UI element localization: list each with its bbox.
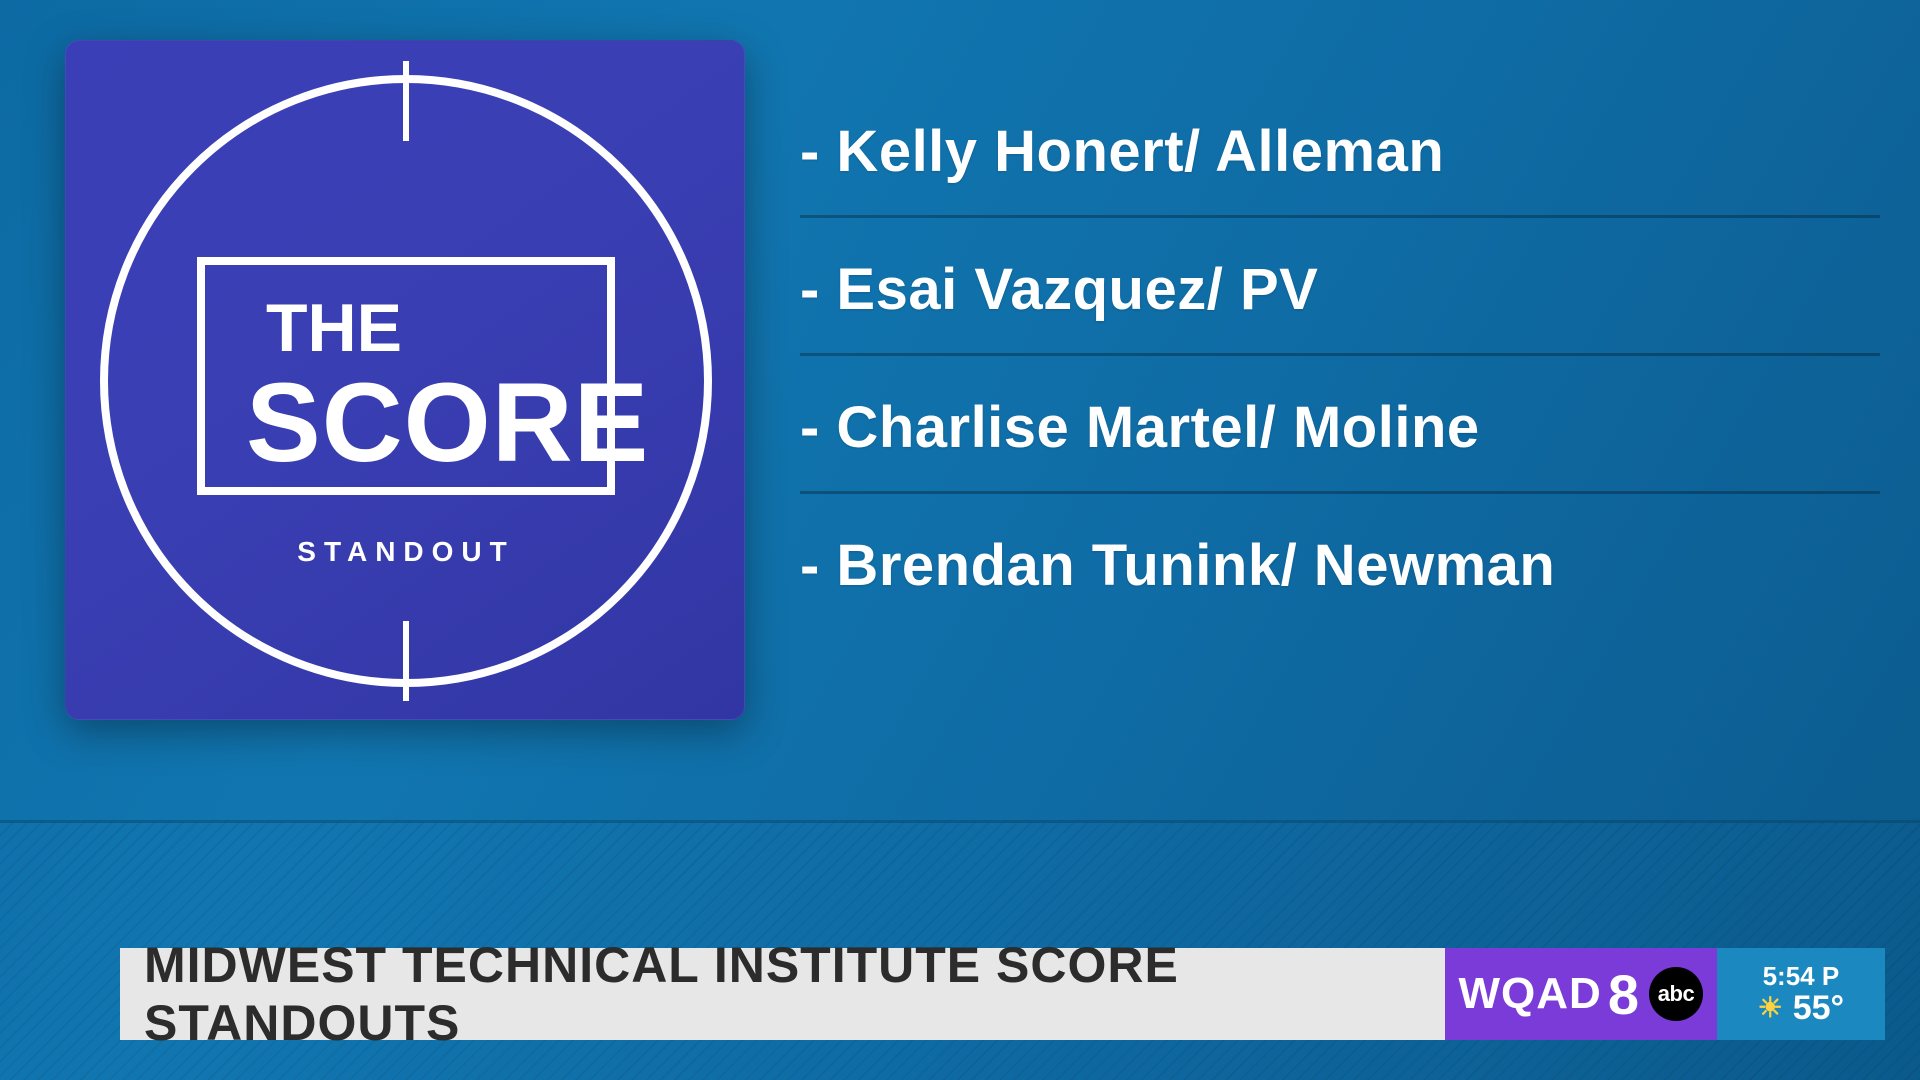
standouts-list: - Kelly Honert/ Alleman - Esai Vazquez/ … <box>800 80 1880 629</box>
list-item: - Charlise Martel/ Moline <box>800 356 1880 494</box>
score-logo-line2: SCORE <box>246 360 649 485</box>
clock-time: 5:54 P <box>1763 963 1840 989</box>
station-id: WQAD 8 abc <box>1445 948 1717 1040</box>
list-item: - Kelly Honert/ Alleman <box>800 80 1880 218</box>
score-logo-subtitle: STANDOUT <box>297 536 514 567</box>
sun-icon: ☀ <box>1758 994 1783 1022</box>
broadcast-frame: THE SCORE STANDOUT - Kelly Honert/ Allem… <box>0 0 1920 1080</box>
score-standout-logo: THE SCORE STANDOUT <box>66 41 745 720</box>
station-call-letters: WQAD <box>1459 969 1602 1019</box>
list-item: - Esai Vazquez/ PV <box>800 218 1880 356</box>
abc-affiliate-icon: abc <box>1649 967 1703 1021</box>
score-standout-tile: THE SCORE STANDOUT <box>65 40 745 720</box>
chyron-headline: MIDWEST TECHNICAL INSTITUTE SCORE STANDO… <box>120 948 1445 1040</box>
list-item: - Brendan Tunink/ Newman <box>800 494 1880 629</box>
score-logo-line1: THE <box>266 290 402 366</box>
station-channel-number: 8 <box>1608 962 1639 1027</box>
lower-third: MIDWEST TECHNICAL INSTITUTE SCORE STANDO… <box>120 948 1885 1040</box>
weather-bug: 5:54 P ☀ 55° <box>1717 948 1885 1040</box>
temperature: 55° <box>1793 991 1844 1025</box>
